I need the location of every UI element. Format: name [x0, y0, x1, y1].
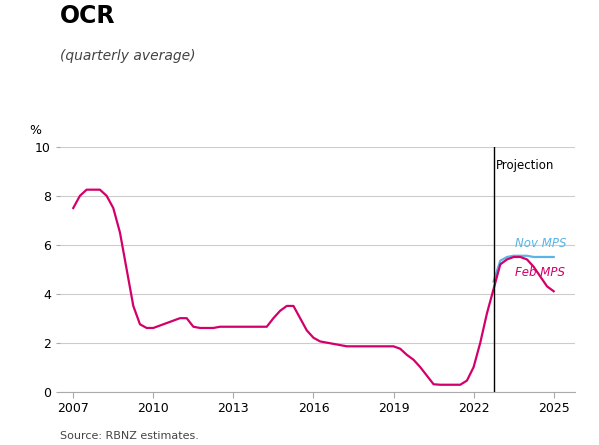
Text: Nov MPS: Nov MPS [515, 237, 567, 250]
Text: OCR: OCR [60, 4, 116, 28]
Text: %: % [29, 124, 41, 137]
Text: Source: RBNZ estimates.: Source: RBNZ estimates. [60, 431, 199, 441]
Text: Feb MPS: Feb MPS [515, 267, 565, 279]
Text: Projection: Projection [496, 159, 554, 172]
Text: (quarterly average): (quarterly average) [60, 49, 195, 63]
